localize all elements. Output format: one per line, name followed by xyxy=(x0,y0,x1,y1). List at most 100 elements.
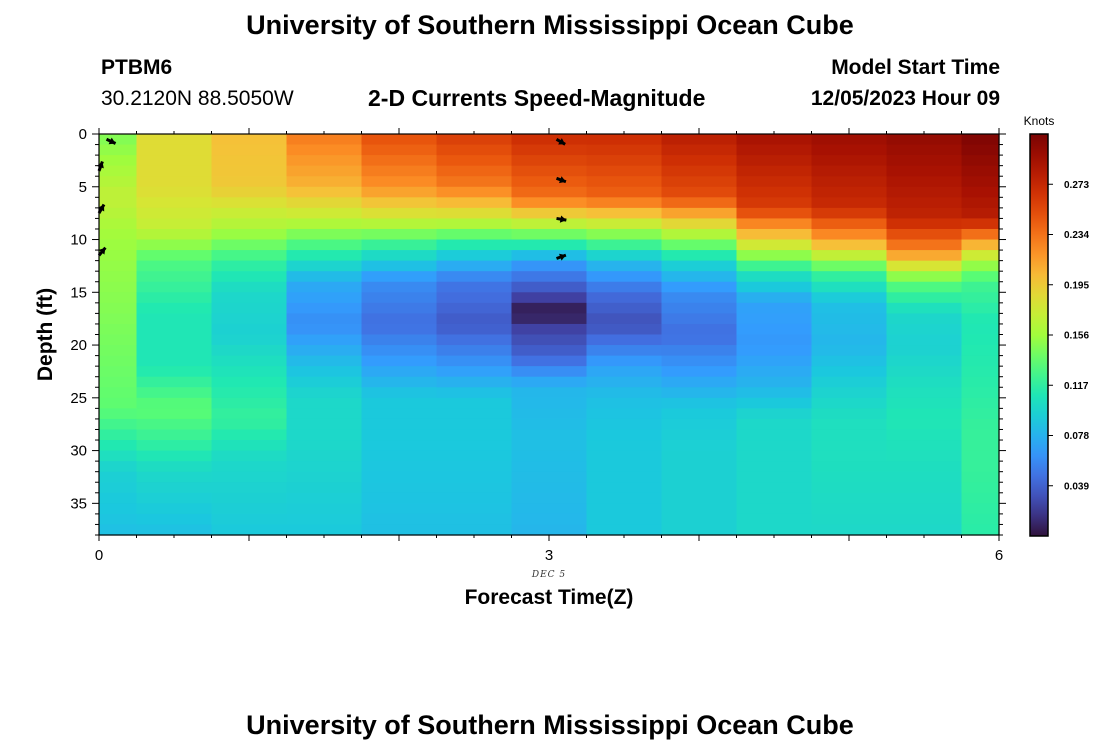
heatmap-cell xyxy=(286,176,363,188)
heatmap-cell xyxy=(511,302,588,314)
heatmap-cell xyxy=(361,387,438,399)
current-vectors xyxy=(96,137,567,261)
heatmap-cell xyxy=(586,176,663,188)
heatmap-cell xyxy=(886,239,963,251)
heatmap-cell xyxy=(811,429,888,441)
heatmap-cell xyxy=(511,345,588,357)
heatmap-cell xyxy=(436,197,513,209)
heatmap-cell xyxy=(286,387,363,399)
heatmap-cell xyxy=(586,450,663,462)
heatmap-cell xyxy=(961,471,1000,483)
model-start-value: 12/05/2023 Hour 09 xyxy=(810,87,1000,110)
heatmap-cell xyxy=(886,524,963,536)
heatmap-cell xyxy=(811,366,888,378)
heatmap-cell xyxy=(436,134,513,146)
heatmap-cell xyxy=(286,418,363,431)
heatmap-cell xyxy=(586,144,663,156)
heatmap-cell xyxy=(961,155,1000,167)
heatmap-cell xyxy=(286,271,363,283)
heatmap-cell xyxy=(99,429,138,441)
heatmap-cell xyxy=(136,334,213,346)
heatmap-cell xyxy=(736,239,813,251)
heatmap-cell xyxy=(436,186,513,198)
heatmap-cell xyxy=(99,503,138,515)
heatmap-cell xyxy=(99,155,138,167)
heatmap-cell xyxy=(361,228,438,241)
heatmap-cell xyxy=(286,197,363,209)
heatmap-cell xyxy=(736,165,813,177)
station-id: PTBM6 xyxy=(101,56,173,79)
heatmap-cell xyxy=(136,260,213,272)
x-tick-label: 3 xyxy=(545,547,553,564)
heatmap-cell xyxy=(99,513,138,526)
colorbar-gradient xyxy=(1029,133,1049,537)
heatmap-cell xyxy=(811,345,888,357)
heatmap-cell xyxy=(511,513,588,526)
heatmap-cell xyxy=(136,197,213,209)
heatmap-cell xyxy=(361,376,438,388)
heatmap-cell xyxy=(136,513,213,526)
heatmap-cell xyxy=(736,176,813,188)
heatmap-cell xyxy=(286,524,363,536)
y-tick-label: 10 xyxy=(70,232,87,249)
heatmap-cell xyxy=(361,134,438,146)
heatmap-cell xyxy=(961,271,1000,283)
heatmap-cell xyxy=(361,239,438,251)
heatmap-cell xyxy=(511,313,588,325)
heatmap-cell xyxy=(661,450,738,462)
heatmap-cell xyxy=(136,503,213,515)
heatmap-cell xyxy=(436,503,513,515)
heatmap-cell xyxy=(661,345,738,357)
heatmap-cell xyxy=(511,207,588,220)
heatmap-cell xyxy=(211,239,288,251)
heatmap-cell xyxy=(361,429,438,441)
heatmap-cell xyxy=(286,366,363,378)
heatmap-cell xyxy=(961,503,1000,515)
heatmap-cell xyxy=(961,440,1000,452)
heatmap-cell xyxy=(736,429,813,441)
heatmap-cell xyxy=(811,376,888,388)
heatmap-cell xyxy=(211,482,288,494)
heatmap-cell xyxy=(361,281,438,293)
heatmap-cell xyxy=(361,503,438,515)
heatmap-cell xyxy=(436,165,513,177)
colorbar: 0.039 0.078 0.117 0.156 0.195 0.234 0.273 xyxy=(1029,133,1089,537)
heatmap-cell xyxy=(511,355,588,367)
heatmap-cell xyxy=(811,461,888,473)
heatmap-cell xyxy=(586,271,663,283)
heatmap-cell xyxy=(811,397,888,409)
heatmap-cell xyxy=(661,134,738,146)
heatmap-cell xyxy=(586,186,663,198)
heatmap-cell xyxy=(886,260,963,272)
heatmap-cell xyxy=(211,376,288,388)
heatmap-cell xyxy=(661,387,738,399)
heatmap-cell xyxy=(361,218,438,230)
heatmap-cell xyxy=(286,345,363,357)
heatmap-cell xyxy=(286,440,363,452)
chart-subtitle: 2-D Currents Speed-Magnitude xyxy=(368,85,706,111)
heatmap-cell xyxy=(136,292,213,304)
heatmap-cell xyxy=(99,197,138,209)
heatmap-cell xyxy=(736,376,813,388)
heatmap-cell xyxy=(886,323,963,336)
heatmap-cell xyxy=(436,366,513,378)
heatmap-cell xyxy=(99,418,138,431)
heatmap-cell xyxy=(661,239,738,251)
current-vector xyxy=(97,203,106,214)
heatmap-cell xyxy=(661,397,738,409)
heatmap-cell xyxy=(736,471,813,483)
heatmap-cell xyxy=(961,134,1000,146)
heatmap-cell xyxy=(286,186,363,198)
colorbar-units: Knots xyxy=(1024,114,1055,128)
heatmap-cell xyxy=(811,482,888,494)
heatmap-cell xyxy=(961,239,1000,251)
heatmap-cell xyxy=(136,281,213,293)
heatmap-cell xyxy=(211,513,288,526)
heatmap-cell xyxy=(99,366,138,378)
heatmap-cell xyxy=(99,176,138,188)
heatmap-cell xyxy=(361,524,438,536)
heatmap-cell xyxy=(136,471,213,483)
heatmap-cell xyxy=(436,450,513,462)
heatmap-cell xyxy=(886,165,963,177)
colorbar-tick-label: 0.273 xyxy=(1064,180,1089,191)
